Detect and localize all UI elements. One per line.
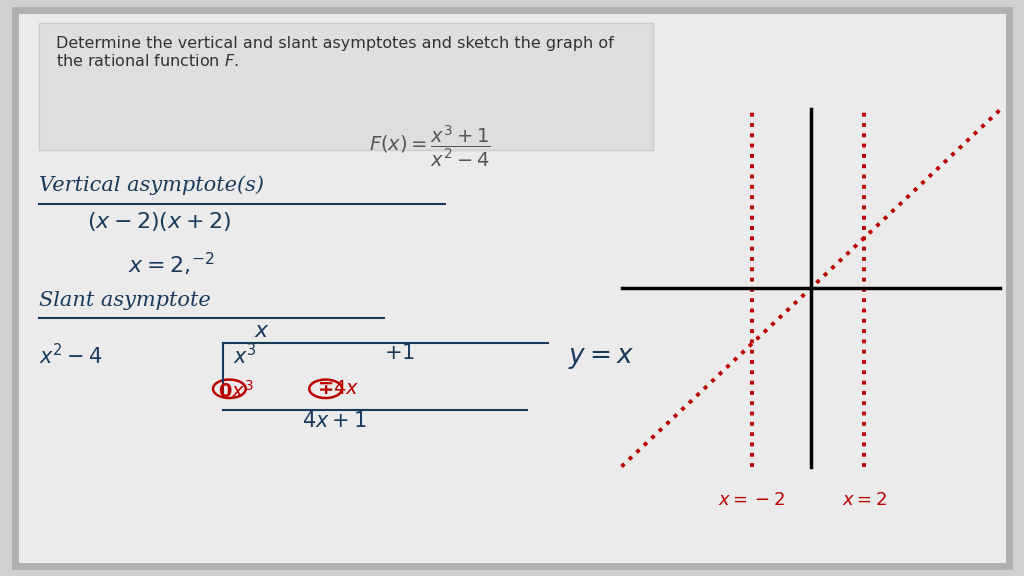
Text: $+ 1$: $+ 1$ [384, 343, 415, 363]
Text: $x$: $x$ [254, 320, 270, 342]
FancyBboxPatch shape [39, 23, 653, 150]
Text: Vertical asymptote(s): Vertical asymptote(s) [39, 176, 264, 195]
Text: $x^2-4$: $x^2-4$ [39, 343, 102, 368]
Text: $y=x$: $y=x$ [568, 346, 635, 370]
Text: $x = 2,\!^{-2}$: $x = 2,\!^{-2}$ [128, 251, 214, 278]
Text: $\mathbf{0}x^3$: $\mathbf{0}x^3$ [218, 380, 254, 402]
Text: $\mathbf{\mp}4x$: $\mathbf{\mp}4x$ [317, 380, 359, 398]
Text: Determine the vertical and slant asymptotes and sketch the graph of
the rational: Determine the vertical and slant asympto… [56, 36, 614, 69]
Text: $x=2$: $x=2$ [842, 491, 887, 509]
Text: $(x-2)(x+2)$: $(x-2)(x+2)$ [87, 210, 231, 233]
Text: $x=-2$: $x=-2$ [718, 491, 785, 509]
FancyBboxPatch shape [15, 10, 1009, 566]
Text: $F(x) = \dfrac{x^3 + 1}{x^2 - 4}$: $F(x) = \dfrac{x^3 + 1}{x^2 - 4}$ [369, 124, 490, 169]
Text: Slant asymptote: Slant asymptote [39, 291, 211, 310]
Text: $x^3$: $x^3$ [233, 343, 257, 368]
Text: $4x+1$: $4x+1$ [302, 411, 367, 431]
